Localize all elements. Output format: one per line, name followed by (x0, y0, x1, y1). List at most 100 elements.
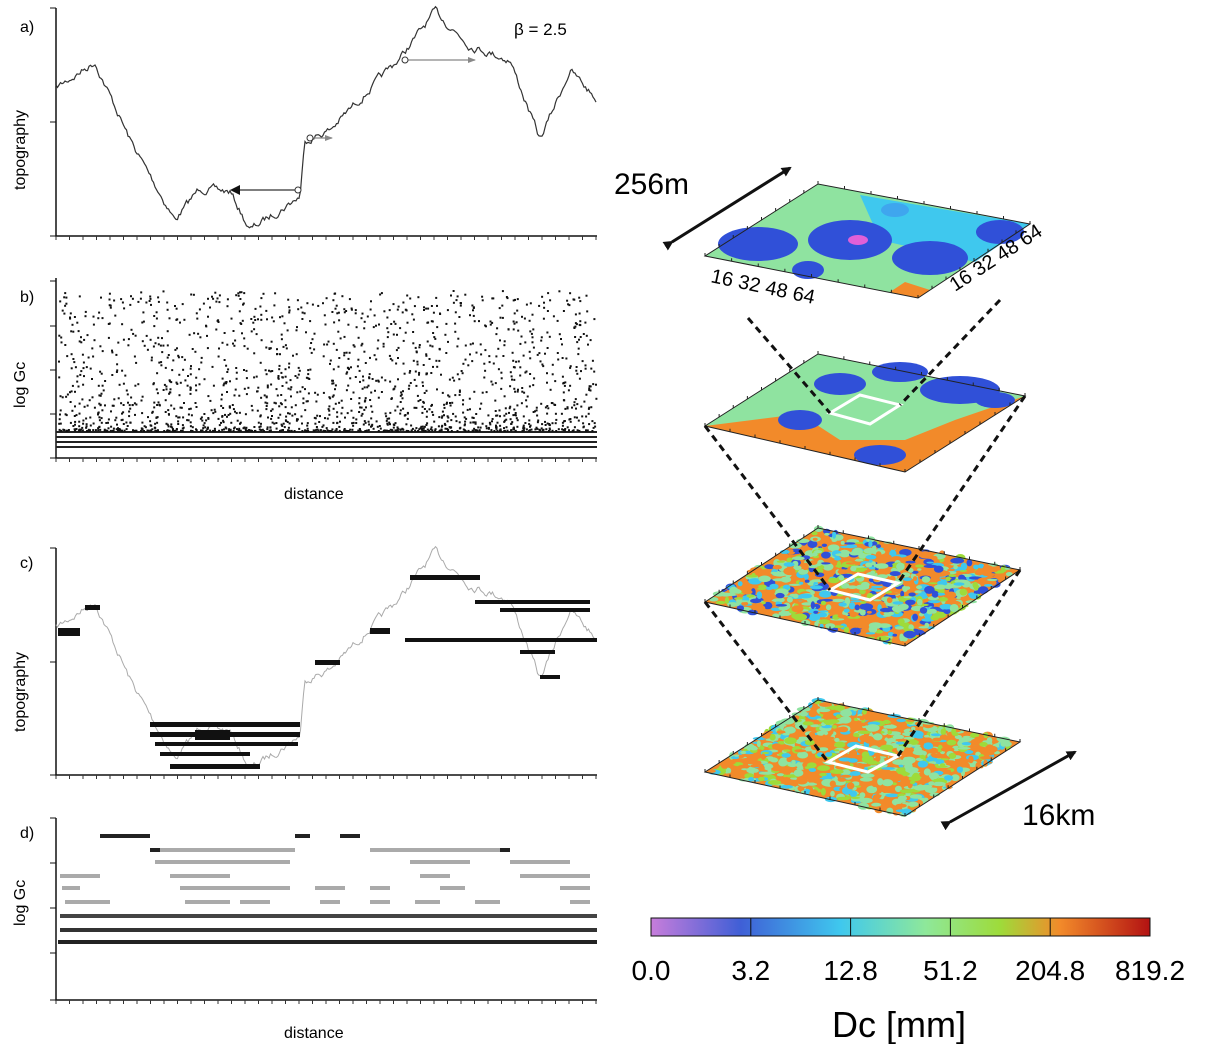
map-cell (746, 594, 755, 598)
gc-point (190, 365, 192, 368)
gc-point (58, 376, 61, 379)
gc-point (271, 421, 274, 424)
gc-point (280, 338, 283, 341)
gc-point (461, 372, 464, 375)
gc-point (158, 361, 161, 364)
gc-point (84, 310, 87, 313)
gc-point (377, 430, 380, 432)
gc-point (236, 428, 238, 431)
gc-point (223, 382, 226, 385)
gc-point (112, 429, 115, 432)
gc-point (131, 404, 134, 406)
start-point-2 (306, 134, 314, 142)
gc-point (410, 429, 413, 432)
map-cell (748, 578, 762, 585)
gc-point (235, 294, 238, 297)
gc-point (469, 408, 471, 411)
gc-point (352, 416, 355, 419)
gc-point (98, 419, 101, 422)
gc-point (314, 391, 317, 394)
map-cell (821, 551, 831, 559)
gc-point (492, 362, 495, 365)
gc-point (145, 334, 148, 337)
gc-point (522, 426, 525, 429)
gc-point (69, 391, 71, 394)
panel-a-ylabel: topography (12, 110, 29, 190)
map-cell (854, 604, 860, 611)
gc-point (498, 307, 501, 310)
map-cell (818, 619, 831, 625)
gc-point (323, 343, 326, 346)
gc-point (400, 393, 403, 396)
gc-point (304, 409, 307, 412)
gc-point (301, 386, 304, 389)
gc-point (92, 429, 95, 432)
gc-point (389, 428, 392, 431)
gc-point (338, 401, 341, 404)
gc-point (590, 367, 593, 370)
gc-point (109, 429, 112, 432)
gc-point (588, 406, 591, 409)
map-cell (758, 584, 767, 589)
gc-point (122, 404, 125, 406)
gc-point (418, 428, 421, 431)
gc-point (488, 361, 491, 364)
gc-point (79, 373, 82, 376)
gc-point (313, 332, 316, 335)
gc-point (329, 430, 331, 432)
gc-point (548, 427, 551, 430)
gc-point (239, 322, 242, 325)
gc-point (359, 380, 361, 383)
gc-point (213, 408, 216, 411)
gc-point (194, 402, 197, 404)
gc-point (481, 299, 484, 302)
gc-point (106, 430, 109, 432)
panel-c: c) topography (12, 545, 597, 779)
gc-point (584, 364, 587, 367)
gc-point (154, 429, 157, 432)
map-cell (891, 556, 902, 560)
gc-point (130, 295, 132, 298)
map-cell (758, 575, 771, 583)
gc-point (552, 315, 555, 318)
gc-point (419, 399, 422, 401)
gc-point (294, 404, 297, 407)
gc-point (308, 378, 311, 380)
map-layer-4 (703, 697, 1022, 817)
map-cell (958, 574, 966, 581)
gc-point (187, 413, 190, 416)
gc-point (364, 421, 367, 424)
gc-point (456, 430, 459, 432)
gc-point (489, 423, 492, 426)
gc-point (408, 384, 411, 387)
gc-point (139, 297, 142, 300)
gc-point (227, 429, 230, 432)
gc-point (61, 309, 64, 312)
map-cell (945, 576, 951, 582)
gc-point (306, 400, 309, 403)
gc-point (198, 368, 201, 371)
gc-point (494, 382, 497, 385)
gc-point (280, 333, 283, 336)
gc-point (305, 331, 307, 334)
gc-point (281, 385, 284, 387)
gc-point (156, 421, 159, 424)
gc-point (285, 347, 288, 350)
gc-point (370, 391, 373, 394)
gc-point (134, 384, 137, 387)
gc-point (505, 418, 508, 421)
gc-point (324, 323, 327, 326)
gc-point (415, 427, 418, 430)
gc-point (368, 423, 371, 426)
gc-point (546, 405, 549, 407)
gc-point (481, 422, 484, 425)
gc-point (214, 429, 216, 432)
gc-point (226, 391, 228, 393)
gc-point (317, 429, 320, 432)
map-cell (776, 730, 786, 734)
gc-point (179, 321, 181, 324)
gc-point (512, 299, 515, 302)
gc-point (491, 321, 494, 324)
map-cell (913, 576, 917, 581)
gc-point (276, 394, 279, 397)
